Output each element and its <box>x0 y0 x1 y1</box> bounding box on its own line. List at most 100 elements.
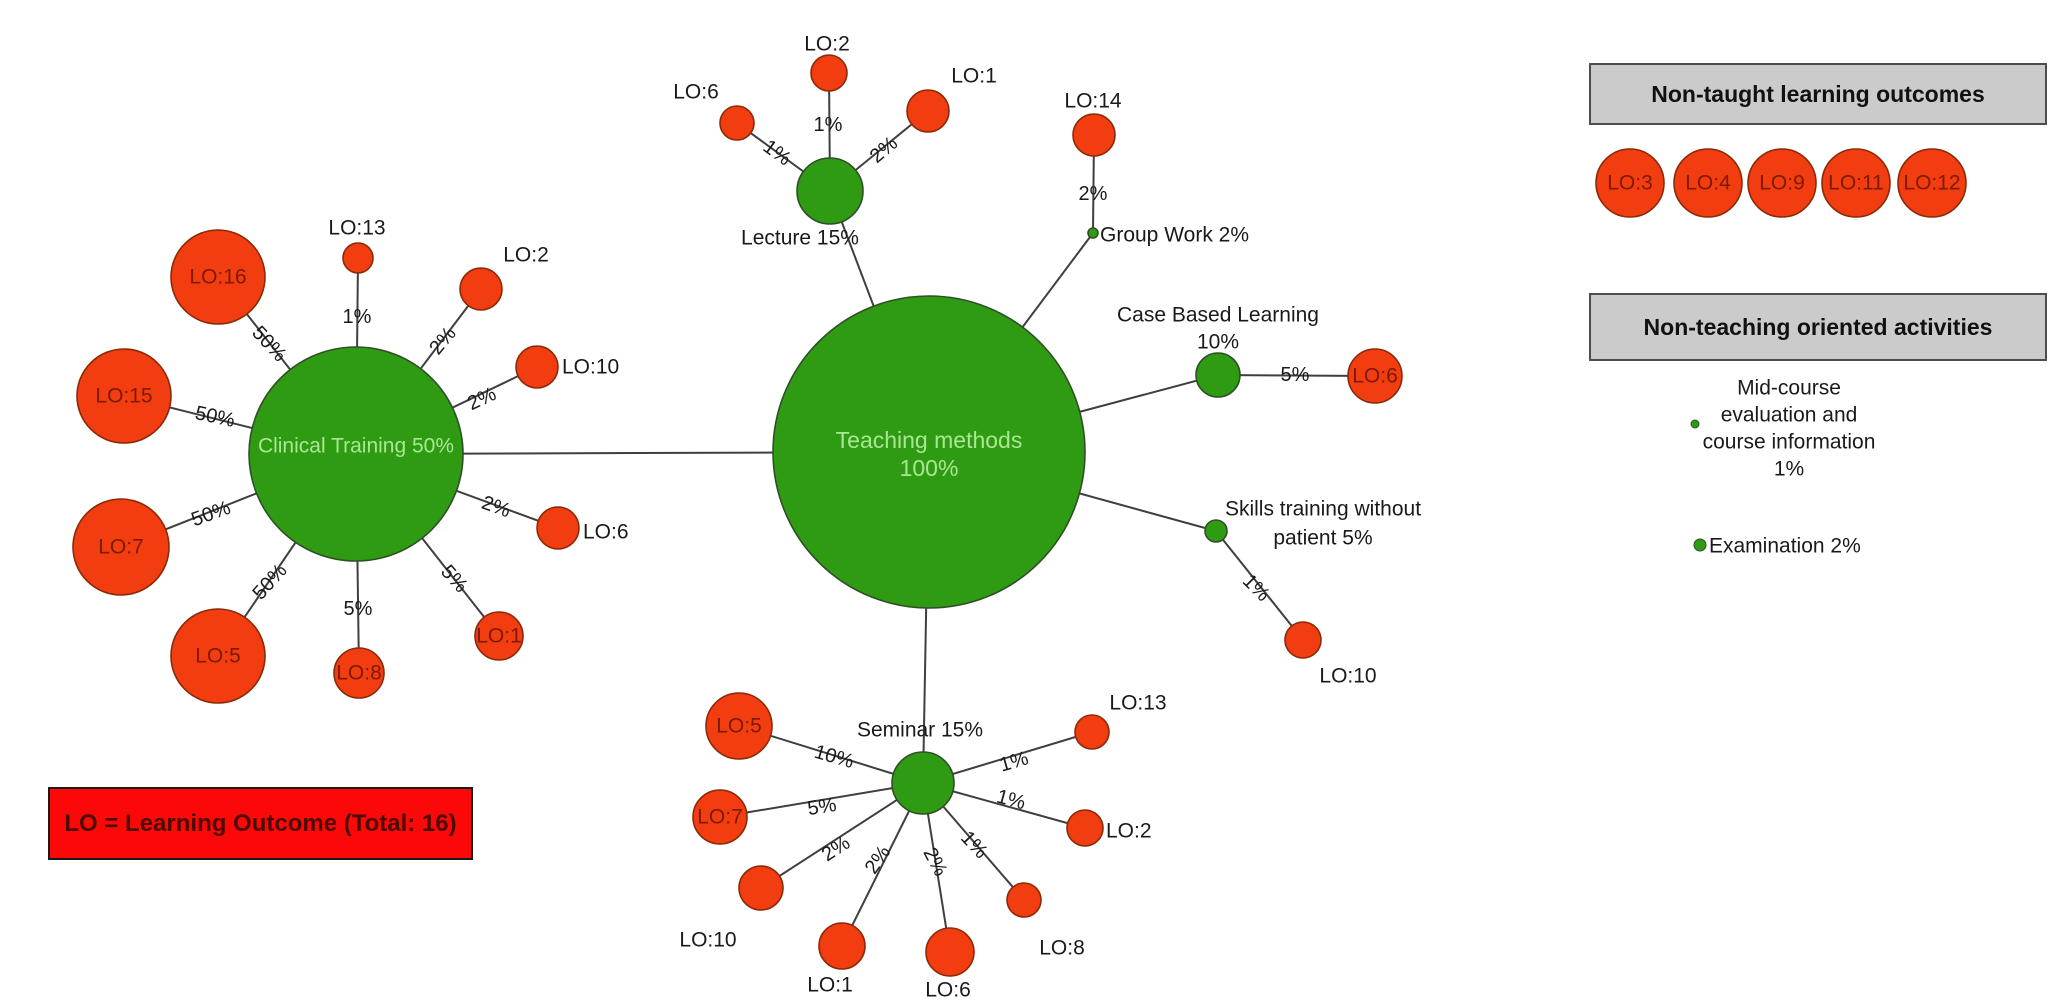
outcome-label-lecture-lo-2: LO:2 <box>804 33 850 56</box>
outcome-node-seminar-lo-6 <box>925 927 975 977</box>
method-label-lecture: Lecture 15% <box>741 227 859 250</box>
outcome-node-seminar-lo-13 <box>1074 714 1110 750</box>
outcome-label-case-based-learning-lo-6: LO:6 <box>1352 365 1398 388</box>
outcome-node-lecture-lo-2 <box>810 54 848 92</box>
outcome-label-group-work-lo-14: LO:14 <box>1064 90 1122 113</box>
outcome-node-lo-3 <box>1595 148 1665 218</box>
pct-label-clinical-training-lo-5: 50% <box>248 560 291 605</box>
pct-label-clinical-training-lo-7: 50% <box>188 497 233 531</box>
outcome-label-clinical-training-lo-16: LO:16 <box>189 266 246 289</box>
activity-label-mid-course-evaluation: course information <box>1703 431 1876 454</box>
outcome-label-clinical-training-lo-6: LO:6 <box>583 521 629 544</box>
activity-dot-mid-course-evaluation <box>1690 419 1700 429</box>
outcome-node-clinical-training-lo-1 <box>474 611 524 661</box>
outcome-node-seminar-lo-2 <box>1066 809 1104 847</box>
nodes-layer <box>72 54 1403 977</box>
pct-label-seminar-lo-6: 2% <box>919 844 952 880</box>
outcome-label-seminar-lo-2: LO:2 <box>1106 820 1152 843</box>
pct-label-clinical-training-lo-1: 5% <box>436 561 472 597</box>
method-label-seminar: Seminar 15% <box>857 719 983 742</box>
outcome-label-seminar-lo-7: LO:7 <box>697 806 743 829</box>
edge-seminar-lo-10 <box>760 782 924 889</box>
panel-title-box-non-teaching-oriented-activities <box>1589 293 2047 361</box>
legend-box <box>48 787 473 860</box>
pct-label-lecture-lo-6: 1% <box>759 136 795 171</box>
pct-label-clinical-training-lo-8: 5% <box>344 598 373 620</box>
method-label-skills-training-without-patient: patient 5% <box>1273 527 1372 550</box>
method-node-clinical-training <box>248 346 464 562</box>
method-label-group-work: Group Work 2% <box>1100 224 1249 247</box>
panel-title-box-non-taught-learning-outcomes <box>1589 63 2047 125</box>
outcome-node-clinical-training-lo-10 <box>515 345 559 389</box>
panel-non-taught-learning-outcomes: Non-taught learning outcomes LO:3 LO:4 LO:9… <box>1589 63 2047 218</box>
pct-label-skills-training-without-patient-lo-10: 1% <box>1238 570 1274 606</box>
pct-label-clinical-training-lo-2: 2% <box>425 323 461 359</box>
pct-label-clinical-training-lo-6: 2% <box>479 492 514 523</box>
outcome-node-seminar-lo-5 <box>705 692 773 760</box>
method-label-teaching-methods: 100% <box>900 455 959 481</box>
outcome-node-lecture-lo-1 <box>906 89 950 133</box>
outcome-node-lo-12 <box>1897 148 1967 218</box>
activity-dot-examination <box>1693 538 1707 552</box>
outcome-label-seminar-lo-6: LO:6 <box>925 979 971 1001</box>
method-label-case-based-learning: 10% <box>1197 331 1239 354</box>
panel-title: Non-taught learning outcomes <box>1651 81 1985 107</box>
outcome-label-lecture-lo-1: LO:1 <box>951 65 997 88</box>
outcome-node-lo-4 <box>1673 148 1743 218</box>
pct-label-clinical-training-lo-15: 50% <box>193 402 237 432</box>
outcome-label-seminar-lo-5: LO:5 <box>716 715 762 738</box>
pct-label-seminar-lo-7: 5% <box>806 794 838 820</box>
legend-label: LO = Learning Outcome (Total: 16) <box>64 810 456 837</box>
method-node-lecture <box>796 157 864 225</box>
pct-label-seminar-lo-13: 1% <box>997 747 1031 776</box>
outcome-node-seminar-lo-10 <box>738 865 784 911</box>
outcome-label-lo-3: LO:3 <box>1607 172 1653 195</box>
outcome-label-clinical-training-lo-10: LO:10 <box>562 356 619 379</box>
outcome-label-clinical-training-lo-1: LO:1 <box>476 625 522 648</box>
outcome-node-clinical-training-lo-16 <box>170 229 266 325</box>
edge-skills-training-without-patient-lo-10 <box>1215 530 1304 641</box>
outcome-label-lecture-lo-6: LO:6 <box>673 81 719 104</box>
outcome-label-seminar-lo-13: LO:13 <box>1109 692 1166 715</box>
activity-label-mid-course-evaluation: Mid-course <box>1737 377 1841 400</box>
outcome-label-lo-4: LO:4 <box>1685 172 1731 195</box>
outcome-label-clinical-training-lo-7: LO:7 <box>98 536 144 559</box>
outcome-label-lo-11: LO:11 <box>1828 172 1884 195</box>
outcome-node-lo-9 <box>1747 148 1817 218</box>
outcome-label-lo-9: LO:9 <box>1759 172 1805 195</box>
method-node-seminar <box>891 751 955 815</box>
method-node-group-work <box>1087 227 1099 239</box>
outcome-label-seminar-lo-1: LO:1 <box>807 974 853 997</box>
pct-label-case-based-learning-lo-6: 5% <box>1281 364 1310 386</box>
outcome-label-lo-12: LO:12 <box>1903 172 1960 195</box>
outcome-node-lo-11 <box>1821 148 1891 218</box>
outcome-node-group-work-lo-14 <box>1072 113 1116 157</box>
outcome-node-seminar-lo-8 <box>1006 882 1042 918</box>
outcome-label-seminar-lo-8: LO:8 <box>1039 937 1085 960</box>
pct-label-clinical-training-lo-13: 1% <box>343 306 372 328</box>
activity-label-examination: Examination 2% <box>1709 535 1861 558</box>
pct-label-lecture-lo-2: 1% <box>814 114 843 136</box>
method-node-case-based-learning <box>1195 352 1241 398</box>
method-label-case-based-learning: Case Based Learning <box>1117 304 1319 327</box>
edge-seminar-lo-7 <box>719 782 924 818</box>
outcome-node-clinical-training-lo-5 <box>170 608 266 704</box>
panel-non-teaching-oriented-activities: Non-teaching oriented activities Mid-cour… <box>1589 293 2047 558</box>
outcome-label-clinical-training-lo-8: LO:8 <box>336 662 382 685</box>
pct-label-group-work-lo-14: 2% <box>1079 183 1108 205</box>
legend: LO = Learning Outcome (Total: 16) <box>48 787 473 860</box>
activity-label-mid-course-evaluation: evaluation and <box>1721 404 1858 427</box>
outcome-node-clinical-training-lo-8 <box>333 647 385 699</box>
method-label-teaching-methods: Teaching methods <box>836 427 1023 453</box>
outcome-node-clinical-training-lo-2 <box>459 267 503 311</box>
outcome-label-clinical-training-lo-13: LO:13 <box>328 217 385 240</box>
method-node-teaching-methods <box>772 295 1086 609</box>
outcome-label-skills-training-without-patient-lo-10: LO:10 <box>1319 665 1376 688</box>
outcome-label-seminar-lo-10: LO:10 <box>679 929 736 952</box>
outcome-label-clinical-training-lo-2: LO:2 <box>503 244 549 267</box>
outcome-node-seminar-lo-1 <box>818 922 866 970</box>
outcome-node-clinical-training-lo-15 <box>76 348 172 444</box>
outcome-node-case-based-learning-lo-6 <box>1347 348 1403 404</box>
